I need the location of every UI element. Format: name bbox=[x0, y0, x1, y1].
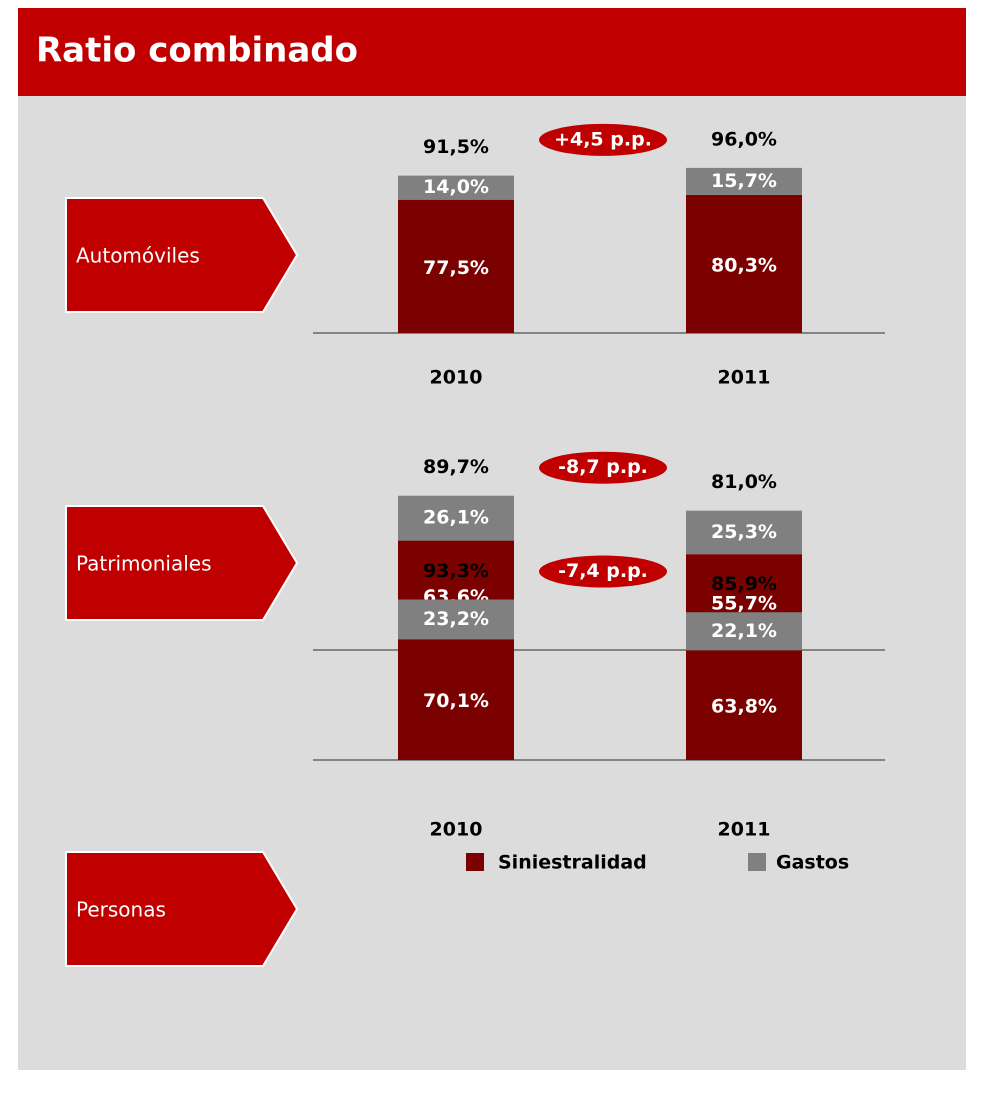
total-label: 85,9% bbox=[711, 573, 777, 595]
value-label: 77,5% bbox=[423, 257, 489, 279]
total-label: 89,7% bbox=[423, 456, 489, 478]
legend-swatch bbox=[466, 853, 484, 871]
annotation-badge bbox=[539, 555, 667, 588]
bar-segment bbox=[686, 194, 802, 333]
total-label: 96,0% bbox=[711, 128, 777, 150]
annotation: -7,4 p.p. bbox=[558, 560, 648, 582]
total-label: 81,0% bbox=[711, 471, 777, 493]
annotation: +4,5 p.p. bbox=[554, 128, 652, 150]
value-label: 55,7% bbox=[711, 593, 777, 615]
x-tick-label: 2010 bbox=[430, 367, 483, 389]
value-label: 15,7% bbox=[711, 170, 777, 192]
header bbox=[18, 8, 966, 96]
legend-swatch bbox=[748, 853, 766, 871]
value-label: 63,8% bbox=[711, 696, 777, 718]
value-label: 22,1% bbox=[711, 620, 777, 642]
value-label: 70,1% bbox=[423, 690, 489, 712]
legend-label: Siniestralidad bbox=[498, 852, 647, 874]
category-box bbox=[65, 851, 299, 967]
bar-segment bbox=[398, 639, 514, 760]
category-box bbox=[65, 197, 299, 313]
title: Ratio combinado bbox=[36, 31, 358, 71]
bar-segment bbox=[686, 650, 802, 760]
category-box bbox=[65, 505, 299, 621]
annotation: -8,7 p.p. bbox=[558, 456, 648, 478]
x-tick-label: 2010 bbox=[430, 819, 483, 841]
category-label: Automóviles bbox=[76, 244, 200, 268]
value-label: 26,1% bbox=[423, 507, 489, 529]
annotation-badge bbox=[539, 451, 667, 484]
bar-segment bbox=[686, 510, 802, 555]
bar-segment bbox=[398, 495, 514, 541]
legend-label: Gastos bbox=[776, 852, 849, 874]
category-label: Personas bbox=[76, 898, 166, 922]
bar-segment bbox=[686, 167, 802, 195]
total-label: 91,5% bbox=[423, 136, 489, 158]
total-label: 93,3% bbox=[423, 560, 489, 582]
category-label: Patrimoniales bbox=[76, 552, 212, 576]
annotation-badge bbox=[539, 123, 667, 156]
bar-segment bbox=[398, 175, 514, 200]
bar-segment bbox=[398, 599, 514, 640]
bar-segment bbox=[398, 199, 514, 333]
x-tick-label: 2011 bbox=[718, 367, 771, 389]
value-label: 80,3% bbox=[711, 254, 777, 276]
x-tick-label: 2011 bbox=[718, 819, 771, 841]
value-label: 25,3% bbox=[711, 521, 777, 543]
value-label: 14,0% bbox=[423, 176, 489, 198]
bar-segment bbox=[686, 612, 802, 651]
value-label: 23,2% bbox=[423, 608, 489, 630]
